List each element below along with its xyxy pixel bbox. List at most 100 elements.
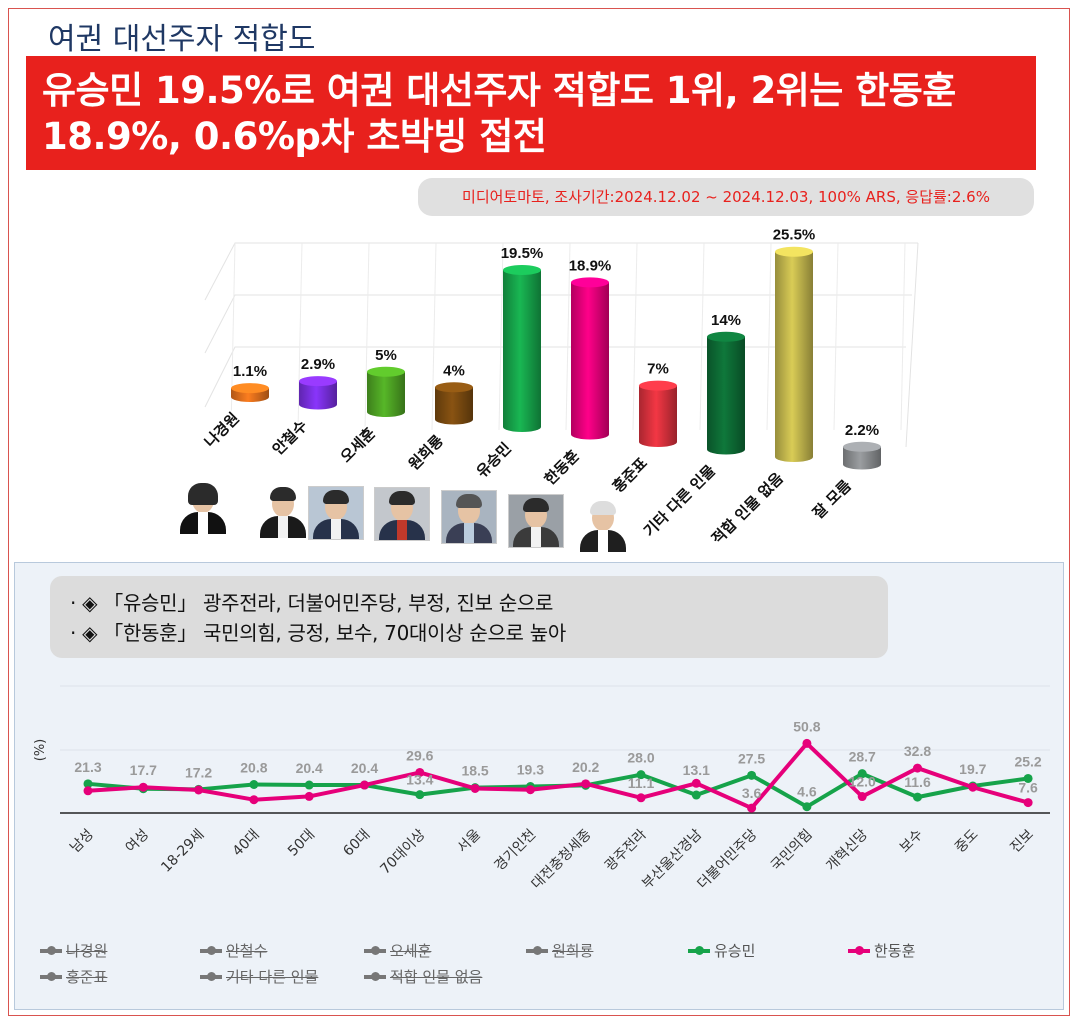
line-category-label: 여성 xyxy=(123,827,153,857)
bar-value-label: 14% xyxy=(711,312,741,329)
bar-category-label: 유승민 xyxy=(473,439,515,481)
series-point xyxy=(304,780,314,790)
line-value-label: 28.7 xyxy=(849,749,876,765)
legend-item-9[interactable]: 적합 인물 없음 xyxy=(364,966,482,987)
bar-value-label: 4% xyxy=(443,362,465,379)
portrait-hong xyxy=(576,498,632,552)
series-point xyxy=(304,791,314,801)
legend-swatch xyxy=(526,945,548,955)
bar-value-label: 1.1% xyxy=(233,363,267,380)
line-category-label: 경기인천 xyxy=(491,827,539,875)
series-line-1 xyxy=(87,771,1029,809)
series-point xyxy=(581,779,591,789)
line-value-label: 29.6 xyxy=(406,747,433,763)
legend-label: 유승민 xyxy=(714,942,756,960)
source-badge: 미디어토마토, 조사기간:2024.12.02 ~ 2024.12.03, 10… xyxy=(418,178,1034,216)
headline-line2: 18.9%, 0.6%p차 초박빙 접전 xyxy=(42,115,547,158)
bar-category-label: 적합 인물 없음 xyxy=(708,469,787,548)
legend-swatch xyxy=(364,945,386,955)
legend-item-4[interactable]: 원희룡 xyxy=(526,940,593,961)
series-point xyxy=(83,779,93,789)
series-point xyxy=(913,792,922,802)
bar-value-label: 2.9% xyxy=(301,356,335,373)
line-category-label: 더불어민주당 xyxy=(694,826,760,892)
legend-item-7[interactable]: 홍준표 xyxy=(40,966,107,987)
legend-label: 적합 인물 없음 xyxy=(390,968,483,986)
line-value-label: 12.0 xyxy=(849,774,876,790)
series-point xyxy=(194,785,204,795)
insight-notes: · ◈ 「유승민」 광주전라, 더불어민주당, 부정, 진보 순으로 · ◈ 「… xyxy=(50,576,888,658)
line-category-label: 진보 xyxy=(1007,826,1037,856)
portrait-na xyxy=(176,480,232,534)
line-category-label: 대전충청세종 xyxy=(529,826,595,892)
legend-item-5[interactable]: 유승민 xyxy=(688,940,755,961)
legend-item-8[interactable]: 기타 다른 인물 xyxy=(200,966,318,987)
legend-label: 기타 다른 인물 xyxy=(226,968,319,986)
legend-label: 나경원 xyxy=(66,942,108,960)
legend-swatch xyxy=(364,971,386,981)
bar-6 xyxy=(571,277,609,440)
line-value-label: 25.2 xyxy=(1014,753,1041,769)
legend-item-2[interactable]: 안철수 xyxy=(200,940,267,961)
line-value-label: 11.6 xyxy=(904,774,931,790)
bar-5 xyxy=(503,265,541,432)
bar-category-label: 잘 모름 xyxy=(809,476,855,522)
legend-swatch xyxy=(688,945,710,955)
y-axis-label: (%) xyxy=(33,739,48,762)
series-point xyxy=(857,769,867,779)
bar-value-label: 25.5% xyxy=(773,227,816,244)
line-value-label: 20.4 xyxy=(351,760,378,776)
series-point xyxy=(525,785,535,795)
line-value-label: 4.6 xyxy=(797,784,817,800)
legend-item-1[interactable]: 나경원 xyxy=(40,940,107,961)
series-point xyxy=(1023,773,1033,783)
topic-title: 여권 대선주자 적합도 xyxy=(48,22,316,57)
legend-item-3[interactable]: 오세훈 xyxy=(364,940,431,961)
line-value-label: 17.7 xyxy=(130,762,157,778)
line-category-label: 50대 xyxy=(285,827,318,860)
headline-line1: 유승민 19.5%로 여권 대선주자 적합도 1위, 2위는 한동훈 xyxy=(42,69,956,112)
line-category-label: 60대 xyxy=(340,827,373,860)
line-value-label: 20.2 xyxy=(572,759,599,775)
portrait-ahn xyxy=(256,484,312,538)
bar-2 xyxy=(299,376,337,410)
portrait-won xyxy=(374,487,430,541)
legend-swatch xyxy=(848,945,870,955)
series-point xyxy=(691,778,701,788)
line-category-label: 18-29세 xyxy=(158,827,207,876)
series-point xyxy=(415,790,425,800)
bar-value-label: 5% xyxy=(375,347,397,364)
line-value-label: 3.6 xyxy=(742,785,762,801)
crosstab-line-chart: (%) 21.3 17.7 17.2 20.8 20.4 20.4 29.6 18.5 19.3 2… xyxy=(33,685,1050,892)
line-value-label: 28.0 xyxy=(627,750,654,766)
bar-9 xyxy=(775,246,813,462)
series-point xyxy=(249,780,259,790)
line-value-label: 13.4 xyxy=(406,772,433,788)
bar-value-label: 19.5% xyxy=(501,245,544,262)
series-point xyxy=(415,767,425,777)
bar-category-label: 기타 다른 인물 xyxy=(640,461,719,540)
bar-10 xyxy=(843,441,881,470)
bar-grid xyxy=(204,242,919,448)
series-point xyxy=(747,803,757,813)
insight-note-yoo: · ◈ 「유승민」 광주전라, 더불어민주당, 부정, 진보 순으로 xyxy=(70,591,554,615)
legend-label: 오세훈 xyxy=(390,942,432,960)
series-point xyxy=(636,793,646,803)
bar-value-label: 18.9% xyxy=(569,257,612,274)
legend-swatch xyxy=(200,971,222,981)
series-point xyxy=(249,795,259,805)
series-line-2 xyxy=(87,741,1029,811)
legend-swatch xyxy=(200,945,222,955)
series-point xyxy=(636,770,646,780)
bar-category-label: 오세훈 xyxy=(337,424,379,466)
legend-item-6[interactable]: 한동훈 xyxy=(848,940,915,961)
line-value-label: 20.4 xyxy=(296,760,323,776)
series-point xyxy=(691,790,701,800)
line-category-label: 70대이상 xyxy=(377,826,428,877)
candidate-bar-chart: 1.1% 나경원 2.9% 안철수 5% 오세훈 4% 원희룡 19.5% 유승민 18.9% 한동훈… xyxy=(199,227,919,549)
line-value-label: 13.1 xyxy=(683,762,710,778)
line-value-label: 32.8 xyxy=(904,743,931,759)
series-point xyxy=(802,738,812,748)
legend-label: 홍준표 xyxy=(66,968,108,986)
line-value-label: 27.5 xyxy=(738,750,765,766)
